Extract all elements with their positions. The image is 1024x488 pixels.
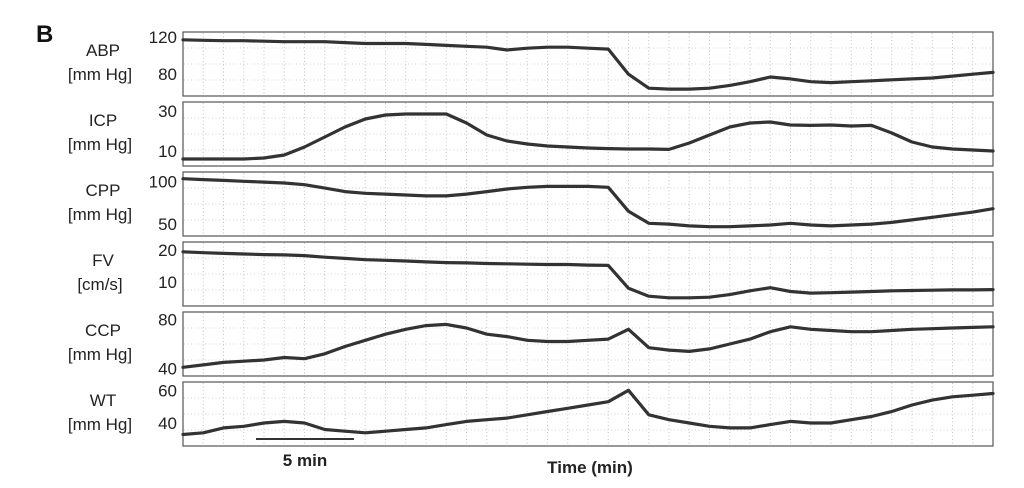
cpp-label: CPP xyxy=(86,181,121,200)
abp-tick-label: 80 xyxy=(158,65,177,84)
ccp-tick-label: 40 xyxy=(158,360,177,379)
fv-label: FV xyxy=(92,251,114,270)
ccp-panel: 80 40 CCP [mm Hg] xyxy=(68,310,995,379)
cpp-tick-label: 100 xyxy=(149,172,177,191)
icp-unit-label: [mm Hg] xyxy=(68,135,132,154)
abp-tick-label: 120 xyxy=(149,28,177,47)
wt-unit-label: [mm Hg] xyxy=(68,415,132,434)
ccp-label: CCP xyxy=(85,321,121,340)
scalebar-label: 5 min xyxy=(283,451,327,470)
wt-label: WT xyxy=(90,391,116,410)
icp-panel: 30 10 ICP [mm Hg] xyxy=(68,101,995,167)
abp-label: ABP xyxy=(86,41,120,60)
ccp-unit-label: [mm Hg] xyxy=(68,345,132,364)
cpp-trace xyxy=(181,177,995,229)
x-axis-label: Time (min) xyxy=(547,458,633,477)
time-scalebar: 5 min xyxy=(256,438,354,470)
abp-trace xyxy=(181,38,995,91)
icp-tick-label: 30 xyxy=(158,102,177,121)
abp-unit-label: [mm Hg] xyxy=(68,65,132,84)
panel-letter: B xyxy=(36,21,53,48)
ccp-tick-label: 80 xyxy=(158,310,177,329)
fv-tick-label: 10 xyxy=(158,273,177,292)
cpp-panel: 100 50 CPP [mm Hg] xyxy=(68,171,995,237)
wt-tick-label: 60 xyxy=(158,381,177,400)
fv-trace xyxy=(181,250,995,300)
trace-panels: 120 80 ABP [mm Hg] 30 10 ICP [mm Hg] 100 50 CPP [mm… xyxy=(68,28,995,447)
icp-tick-label: 10 xyxy=(158,142,177,161)
fv-tick-label: 20 xyxy=(158,241,177,260)
cpp-tick-label: 50 xyxy=(158,215,177,234)
wt-trace xyxy=(181,388,995,437)
icp-label: ICP xyxy=(89,111,117,130)
ccp-trace xyxy=(181,322,995,369)
abp-panel: 120 80 ABP [mm Hg] xyxy=(68,28,995,97)
cpp-unit-label: [mm Hg] xyxy=(68,205,132,224)
wt-tick-label: 40 xyxy=(158,414,177,433)
fv-panel: 20 10 FV [cm/s] xyxy=(77,241,995,307)
fv-unit-label: [cm/s] xyxy=(77,275,122,294)
icp-trace xyxy=(181,112,995,161)
wt-panel: 60 40 WT [mm Hg] xyxy=(68,381,995,447)
